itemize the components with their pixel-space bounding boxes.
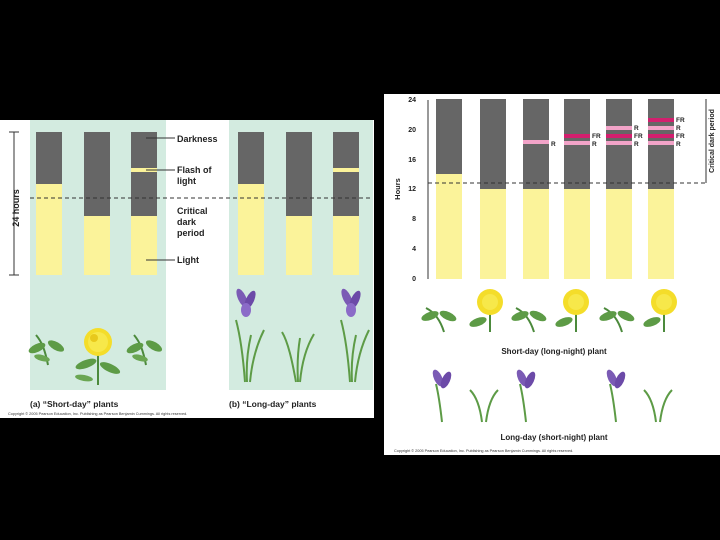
long-day-plant-label: Long-day (short-night) plant <box>500 433 607 442</box>
critical-label-line3: period <box>177 228 205 238</box>
flash-label-bar4-fr: FR <box>592 133 601 140</box>
short-day-bar-3 <box>131 132 157 275</box>
bar-5 <box>606 99 632 279</box>
flash-label-bar5-fr: FR <box>634 133 643 140</box>
iris-leaves-2 <box>643 389 673 423</box>
flash-label-line1: Flash of <box>177 165 213 175</box>
long-day-bar-3 <box>333 132 359 275</box>
caption-short-day: (a) “Short-day” plants <box>30 399 119 409</box>
flash-of-light-band <box>131 168 157 172</box>
darkness-label: Darkness <box>177 134 218 144</box>
flash-r <box>648 141 674 145</box>
bar-3 <box>523 99 549 279</box>
short-day-plant-row <box>421 289 677 333</box>
chrysanthemum-sprig-1 <box>421 307 457 333</box>
flash-label-bar6-r2: R <box>676 141 681 148</box>
flash-label-bar3-r: R <box>551 141 556 148</box>
long-day-plant-row <box>432 369 673 423</box>
y-tick-4: 4 <box>412 246 416 253</box>
flash-label-bar4-r: R <box>592 141 597 148</box>
flash-label-bar5-r1: R <box>634 125 639 132</box>
bar-1 <box>436 99 462 279</box>
short-day-bar-1 <box>36 132 62 275</box>
short-day-plant-label: Short-day (long-night) plant <box>501 347 607 356</box>
flash-label-bar6-fr1: FR <box>676 117 685 124</box>
flash-r <box>648 126 674 130</box>
right-copyright: Copyright © 2005 Pearson Education, Inc.… <box>394 449 573 453</box>
bar-2 <box>480 99 506 279</box>
flash-label-bar6-r1: R <box>676 125 681 132</box>
flash-label-line2: light <box>177 176 196 186</box>
flash-of-light-band-long <box>333 168 359 172</box>
flash-fr <box>648 118 674 122</box>
y-tick-12: 12 <box>408 186 416 193</box>
chrysanthemum-sprig-2 <box>511 307 547 333</box>
chrysanthemum-flower-2 <box>555 289 589 332</box>
y-tick-24: 24 <box>408 97 416 104</box>
right-figure-panel: 24 20 16 12 8 4 0 Hours <box>384 94 720 455</box>
flash-fr <box>564 134 590 138</box>
critical-dark-period-label: Critical dark period <box>709 109 716 173</box>
long-day-bar-1 <box>238 132 264 275</box>
short-day-plant-small-1 <box>28 334 65 366</box>
y-tick-8: 8 <box>412 216 416 223</box>
light-label: Light <box>177 255 199 265</box>
chrysanthemum-sprig-3 <box>599 307 635 333</box>
y-tick-0: 0 <box>412 276 416 283</box>
critical-label-line2: dark <box>177 217 197 227</box>
left-figure-panel: 24 hours <box>0 120 374 418</box>
bar-6 <box>648 99 674 279</box>
iris-plant-2 <box>340 288 370 383</box>
photoperiod-diagram: 24 hours <box>8 120 373 416</box>
short-day-bar-2 <box>84 132 110 275</box>
iris-1 <box>432 369 452 423</box>
left-copyright: Copyright © 2005 Pearson Education, Inc.… <box>8 412 187 416</box>
caption-long-day: (b) “Long-day” plants <box>229 399 317 409</box>
flash-r <box>606 126 632 130</box>
grass-plant <box>281 331 315 383</box>
iris-2 <box>516 369 536 423</box>
flash-r <box>606 141 632 145</box>
flash-fr <box>606 134 632 138</box>
iris-3 <box>606 369 626 423</box>
chrysanthemum-flower-1 <box>469 289 503 332</box>
long-day-bar-2 <box>286 132 312 275</box>
flash-label-bar6-fr2: FR <box>676 133 685 140</box>
chrysanthemum-flower-3 <box>643 289 677 332</box>
chrysanthemum-flower <box>75 328 121 385</box>
red-farred-diagram: 24 20 16 12 8 4 0 Hours <box>393 97 716 453</box>
flash-fr <box>648 134 674 138</box>
iris-plant-1 <box>235 288 265 383</box>
short-day-plant-small-2 <box>126 334 163 366</box>
y-tick-20: 20 <box>408 127 416 134</box>
flash-r <box>564 141 590 145</box>
y-tick-16: 16 <box>408 157 416 164</box>
iris-leaves-1 <box>469 389 499 423</box>
hours-axis-label: 24 hours <box>11 189 21 227</box>
flash-label-bar5-r2: R <box>634 141 639 148</box>
flash-r <box>523 140 549 144</box>
y-axis-label: Hours <box>393 178 402 200</box>
bar-4 <box>564 99 590 279</box>
critical-label-line1: Critical <box>177 206 208 216</box>
